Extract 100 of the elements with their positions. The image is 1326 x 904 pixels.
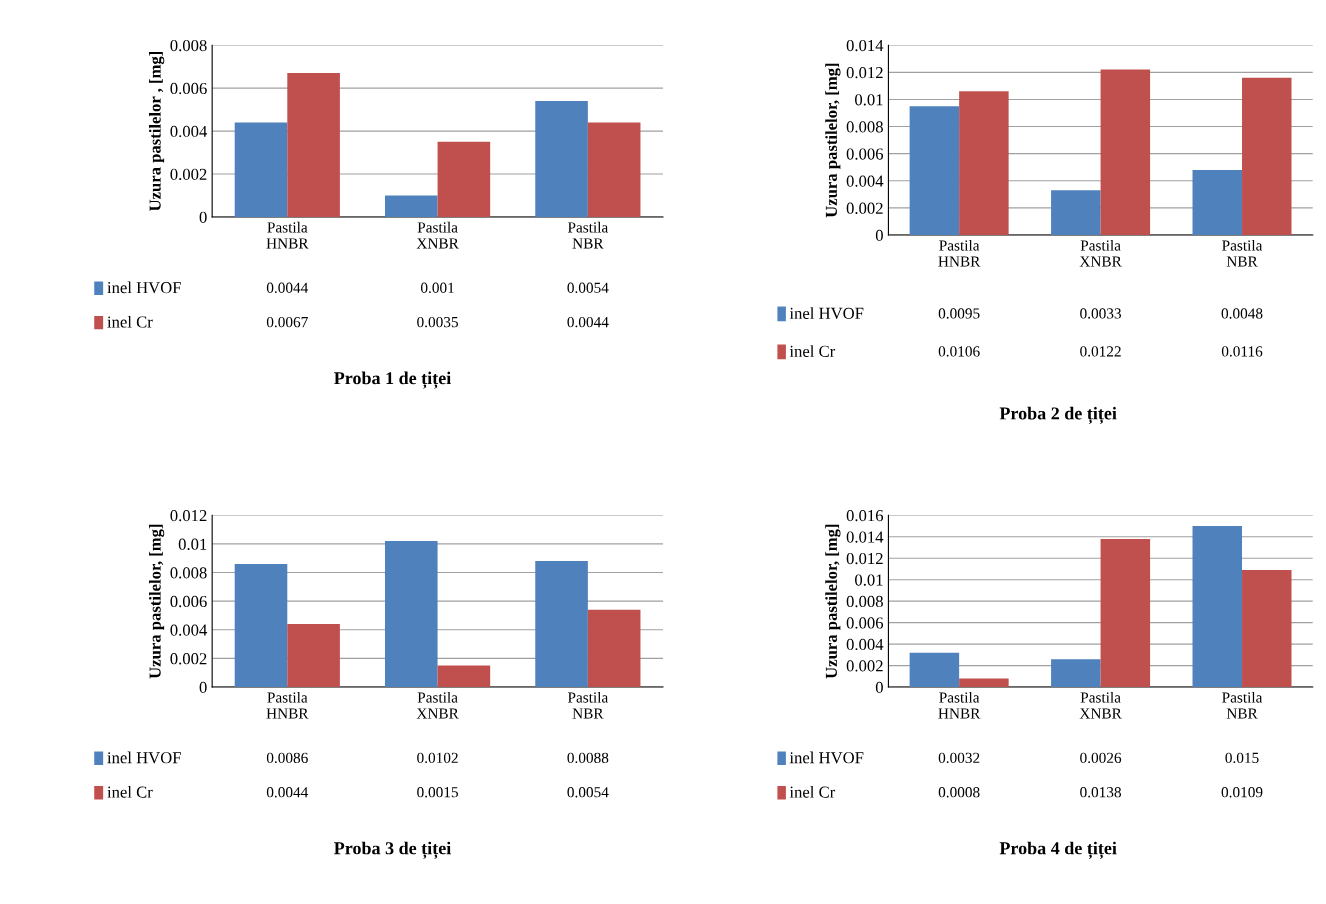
x-tick-label: Pastila XNBR — [1079, 239, 1122, 267]
y-tick-label: 0.004 — [170, 125, 208, 138]
bar — [234, 122, 288, 217]
data-label: 0.0088 — [567, 752, 609, 764]
y-tick-label: 0.002 — [170, 168, 207, 181]
text: Proba 4 de țiței — [999, 841, 1117, 859]
bar — [909, 106, 960, 236]
y-tick-label: 0.01 — [855, 574, 883, 586]
x-tick-label: Pastila XNBR — [416, 221, 459, 249]
x-tick-label: Pastila XNBR — [1079, 691, 1122, 719]
data-label: 0.0015 — [417, 787, 458, 798]
bar — [234, 563, 288, 688]
bar — [1242, 570, 1292, 688]
text: Proba 3 de țiței — [334, 841, 451, 859]
y-tick-label: 0.006 — [170, 595, 207, 608]
bar — [959, 678, 1009, 688]
y-tick-label: 0.004 — [170, 624, 208, 636]
data-label: 0.0102 — [417, 752, 458, 764]
data-label: 0.0033 — [1080, 308, 1121, 319]
bar — [587, 122, 641, 217]
data-label: 0.0035 — [417, 316, 458, 328]
data-label: 0.0122 — [1080, 346, 1121, 357]
x-tick-label: Pastila HNBR — [938, 239, 981, 267]
x-tick-label: Pastila NBR — [567, 221, 609, 249]
legend-label: inel Cr — [107, 315, 153, 328]
bar — [437, 141, 491, 217]
y-tick-label: 0.008 — [170, 39, 207, 52]
y-tick-label: 0.016 — [846, 509, 884, 522]
y-tick-label: 0 — [199, 211, 207, 223]
bar — [1242, 77, 1292, 236]
y-axis-title: Uzura pastilelor, [mg] — [149, 524, 165, 679]
y-tick-label: 0.002 — [846, 202, 883, 214]
bar — [287, 624, 340, 688]
legend-label: inel HVOF — [107, 281, 181, 294]
legend-label: inel HVOF — [789, 751, 864, 764]
data-label: 0.0044 — [266, 282, 309, 293]
data-label: 0.0054 — [567, 787, 609, 798]
bar — [1051, 659, 1101, 688]
bar — [1100, 538, 1151, 688]
legend-label: inel Cr — [789, 345, 836, 357]
data-label: 0.015 — [1225, 752, 1259, 764]
y-tick-label: 0.008 — [846, 595, 883, 608]
legend-label: inel HVOF — [789, 307, 864, 320]
y-tick-label: 0.008 — [846, 121, 883, 133]
bar — [535, 561, 588, 688]
x-tick-label: Pastila HNBR — [266, 691, 309, 719]
data-label: 0.0138 — [1080, 787, 1121, 798]
legend-label: inel Cr — [789, 785, 836, 798]
y-axis-title: Uzura pastilelor , [mg] — [149, 51, 165, 212]
x-tick-label: Pastila NBR — [567, 691, 609, 719]
bar — [1192, 526, 1243, 688]
x-tick-label: Pastila NBR — [1222, 239, 1263, 267]
text: Proba 1 de țiței — [334, 371, 451, 389]
x-tick-label: Pastila HNBR — [266, 221, 309, 249]
y-tick-label: 0.014 — [846, 39, 884, 52]
bar — [1100, 69, 1151, 236]
data-label: 0.001 — [420, 282, 454, 293]
y-tick-label: 0.002 — [846, 660, 883, 672]
y-tick-label: 0.006 — [170, 82, 207, 95]
data-label: 0.0026 — [1080, 752, 1122, 764]
bar — [909, 652, 960, 688]
data-label: 0.0095 — [938, 308, 980, 319]
bar — [384, 541, 438, 688]
y-tick-label: 0 — [875, 681, 883, 693]
bar — [1051, 190, 1101, 236]
y-tick-label: 0.012 — [846, 552, 883, 565]
y-tick-label: 0.01 — [855, 94, 883, 106]
data-label: 0.0116 — [1221, 346, 1263, 357]
x-tick-label: Pastila NBR — [1222, 691, 1263, 719]
bar — [384, 195, 438, 217]
data-label: 0.0044 — [567, 316, 609, 328]
data-label: 0.0044 — [266, 787, 309, 798]
y-tick-label: 0.012 — [846, 67, 883, 79]
data-label: 0.0054 — [567, 282, 609, 293]
y-tick-label: 0.008 — [170, 567, 207, 579]
bar — [287, 73, 340, 217]
bar — [535, 101, 588, 217]
bar — [1192, 169, 1243, 236]
data-label: 0.0106 — [938, 346, 980, 357]
y-axis-title: Uzura pastilelor, [mg] — [825, 524, 841, 679]
data-label: 0.0067 — [266, 316, 308, 328]
legend-label: inel Cr — [107, 785, 153, 798]
y-tick-label: 0.006 — [846, 148, 884, 160]
data-label: 0.0032 — [938, 752, 980, 764]
y-axis-title: Uzura pastilelor, [mg] — [825, 63, 841, 218]
data-label: 0.0109 — [1221, 787, 1263, 798]
data-label: 0.0086 — [266, 752, 308, 764]
bar — [959, 91, 1009, 236]
x-tick-label: Pastila XNBR — [416, 691, 459, 719]
data-label: 0.0008 — [938, 787, 980, 798]
y-tick-label: 0.002 — [170, 653, 207, 665]
x-tick-label: Pastila HNBR — [938, 691, 981, 719]
bar — [587, 609, 641, 688]
y-tick-label: 0.014 — [846, 531, 884, 543]
y-tick-label: 0.01 — [178, 538, 207, 550]
y-tick-label: 0.004 — [846, 175, 884, 187]
legend-label: inel HVOF — [107, 751, 181, 764]
y-tick-label: 0.004 — [846, 638, 884, 651]
bar — [437, 665, 491, 688]
y-tick-label: 0.006 — [846, 617, 884, 629]
